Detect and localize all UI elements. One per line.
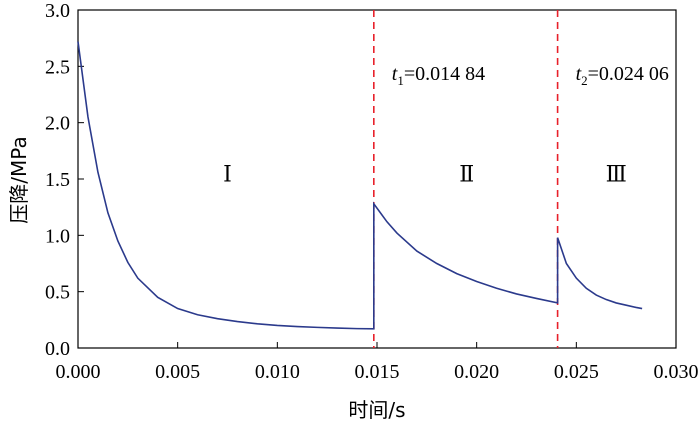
x-tick-label: 0.025 bbox=[554, 361, 599, 383]
x-tick-label: 0.000 bbox=[56, 361, 101, 383]
marker-label-2: t2=0.024 06 bbox=[576, 63, 669, 88]
series-line-1 bbox=[77, 41, 643, 330]
y-tick-label: 1.5 bbox=[45, 169, 70, 191]
y-tick-label: 2.0 bbox=[45, 113, 70, 135]
y-axis-title: 压降/MPa bbox=[7, 136, 31, 223]
stage-label-3: Ⅲ bbox=[606, 161, 627, 186]
x-axis-title: 时间/s bbox=[348, 398, 405, 422]
x-tick-label: 0.020 bbox=[454, 361, 499, 383]
stage-label-1: Ⅰ bbox=[223, 161, 232, 186]
y-tick-label: 1.0 bbox=[45, 225, 70, 247]
labels: t1=0.014 84 t2=0.024 06Ⅰ Ⅱ Ⅲ bbox=[223, 63, 669, 186]
marker-label-var: t bbox=[392, 63, 398, 85]
marker-label-var: t bbox=[576, 63, 582, 85]
y-tick-label: 0.0 bbox=[45, 338, 70, 360]
series-layer bbox=[77, 41, 643, 330]
y-tick-label: 0.5 bbox=[45, 282, 70, 304]
ticks: 0.000 0.005 0.010 0.015 0.020 0.025 0.030 0.0 0.… bbox=[45, 0, 699, 383]
stage-label-2: Ⅱ bbox=[459, 161, 474, 186]
x-tick-label: 0.010 bbox=[255, 361, 300, 383]
marker-label-value: =0.014 84 bbox=[404, 63, 485, 85]
plot-frame bbox=[77, 9, 677, 349]
x-tick-label: 0.030 bbox=[654, 361, 699, 383]
x-tick-label: 0.015 bbox=[355, 361, 400, 383]
marker-label-sub: 1 bbox=[397, 73, 404, 88]
marker-label-value: =0.024 06 bbox=[588, 63, 669, 85]
marker-label-1: t1=0.014 84 bbox=[392, 63, 485, 88]
y-tick-label: 2.5 bbox=[45, 56, 70, 78]
x-tick-label: 0.005 bbox=[155, 361, 200, 383]
marker-label-sub: 2 bbox=[581, 73, 588, 88]
axes bbox=[77, 9, 677, 349]
y-tick-label: 3.0 bbox=[45, 0, 70, 22]
